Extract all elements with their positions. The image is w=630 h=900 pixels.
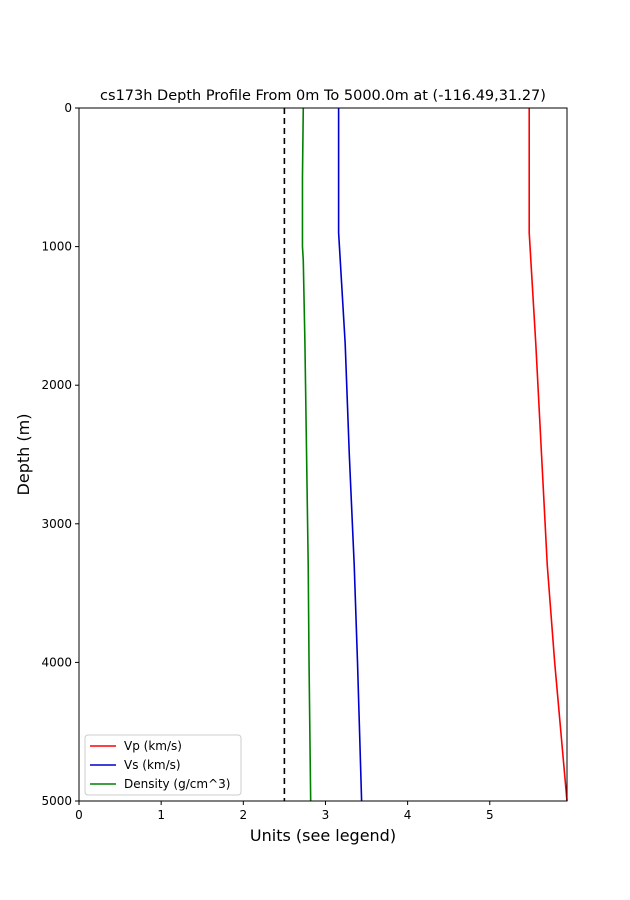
y-tick-label-0: 0: [64, 101, 72, 115]
y-tick-label-2: 2000: [41, 378, 72, 392]
series-line-2: [301, 107, 312, 802]
plot-frame: [78, 107, 568, 802]
x-tick-label-2: 2: [239, 808, 247, 822]
y-axis-label: Depth (m): [14, 414, 33, 496]
x-tick-label-1: 1: [157, 808, 165, 822]
series-line-1: [337, 108, 363, 802]
y-tick-label-4: 4000: [41, 655, 72, 669]
x-axis-label: Units (see legend): [250, 826, 396, 845]
y-tick-label-5: 5000: [41, 794, 72, 808]
x-tick-label-0: 0: [75, 808, 83, 822]
x-tick-label-3: 3: [322, 808, 330, 822]
y-axis: 0 1000 2000 3000 4000 5000: [41, 101, 79, 808]
series-line-0: [528, 108, 568, 802]
chart-title: cs173h Depth Profile From 0m To 5000.0m …: [100, 88, 546, 104]
legend: Vp (km/s) Vs (km/s) Density (g/cm^3): [84, 734, 242, 796]
legend-label-2: Density (g/cm^3): [124, 777, 230, 791]
x-axis: 0 1 2 3 4 5: [75, 801, 494, 822]
legend-label-0: Vp (km/s): [124, 739, 182, 753]
x-tick-label-4: 4: [404, 808, 412, 822]
y-tick-label-3: 3000: [41, 517, 72, 531]
plot-area: [78, 107, 568, 802]
legend-label-1: Vs (km/s): [124, 758, 181, 772]
legend-box: [84, 734, 242, 796]
y-tick-label-1: 1000: [41, 240, 72, 254]
x-tick-label-5: 5: [486, 808, 494, 822]
